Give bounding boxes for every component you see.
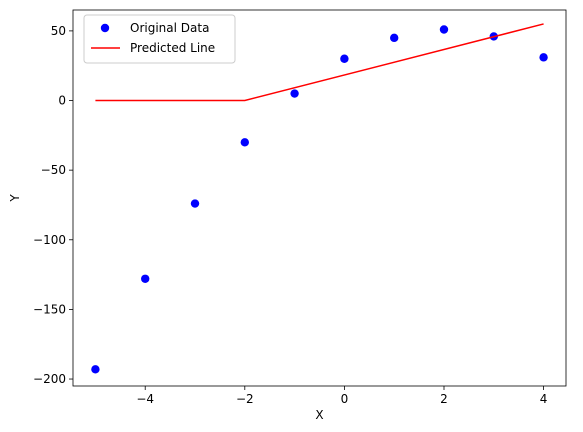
legend: Original Data Predicted Line (83, 14, 236, 64)
x-tick-label: 4 (540, 392, 548, 406)
data-point (190, 199, 200, 208)
x-tick-label: −2 (236, 392, 254, 406)
legend-label: Predicted Line (130, 41, 215, 55)
x-axis-label: X (315, 408, 323, 422)
y-tick-label: 0 (58, 94, 66, 108)
x-tick-label: 2 (440, 392, 448, 406)
data-point (290, 89, 299, 98)
x-tick-label: 0 (341, 392, 349, 406)
y-axis-label: Y (8, 194, 22, 203)
y-tick-label: −50 (41, 163, 66, 177)
y-tick-label: −150 (33, 302, 66, 316)
legend-dot-marker (100, 23, 110, 33)
predicted-line (95, 23, 544, 102)
legend-label: Original Data (130, 21, 209, 35)
data-point (240, 138, 249, 147)
y-tick-label: −100 (33, 233, 66, 247)
y-tick-label: 50 (51, 24, 66, 38)
plot-area (91, 23, 548, 374)
y-tick-label: −200 (33, 372, 66, 386)
data-point (539, 53, 548, 62)
plot-frame (72, 9, 567, 387)
data-point (390, 33, 399, 43)
data-point (439, 25, 449, 34)
data-point (141, 274, 150, 283)
legend-box (83, 14, 236, 64)
axes: −4 −2 0 2 4 −200 −150 −100 −50 0 50 X Y (8, 9, 567, 422)
x-tick-label: −4 (136, 392, 154, 406)
data-point (340, 54, 349, 63)
data-point (91, 365, 100, 374)
